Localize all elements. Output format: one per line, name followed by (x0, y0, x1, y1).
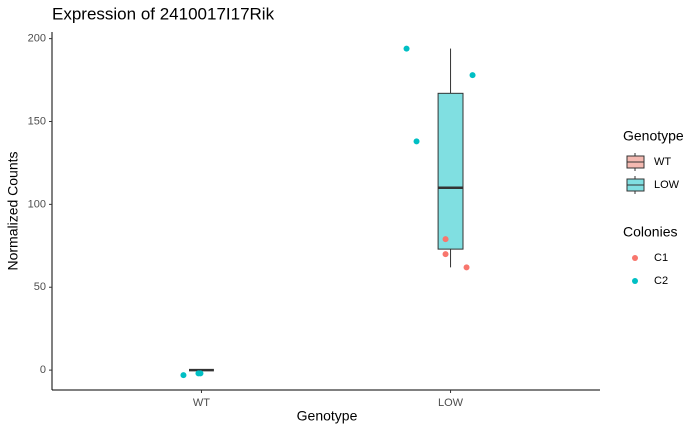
point (469, 72, 476, 79)
box (437, 92, 464, 250)
point (463, 264, 470, 271)
y-tick-label: 50 (34, 281, 46, 293)
point (442, 251, 449, 258)
y-axis-title: Normalized Counts (5, 151, 21, 270)
legend-label: WT (654, 156, 671, 168)
legend-label: C1 (654, 252, 668, 264)
point (197, 370, 204, 377)
y-tick-label: 100 (28, 198, 46, 210)
point (180, 372, 187, 379)
legend-title: Genotype (623, 128, 684, 144)
legend-key (632, 255, 638, 261)
point (413, 138, 420, 145)
legend-title: Colonies (623, 224, 677, 240)
legend-label: C2 (654, 275, 668, 287)
point (442, 236, 449, 243)
y-tick-label: 150 (28, 115, 46, 127)
x-axis-title: Genotype (297, 408, 358, 424)
chart-title: Expression of 2410017I17Rik (52, 4, 275, 23)
legend-key (632, 278, 638, 284)
y-tick-label: 200 (28, 33, 46, 45)
x-tick-label: WT (193, 397, 210, 409)
x-tick-label: LOW (438, 397, 464, 409)
y-tick-label: 0 (40, 364, 46, 376)
point (403, 45, 410, 52)
legend-label: LOW (654, 179, 680, 191)
